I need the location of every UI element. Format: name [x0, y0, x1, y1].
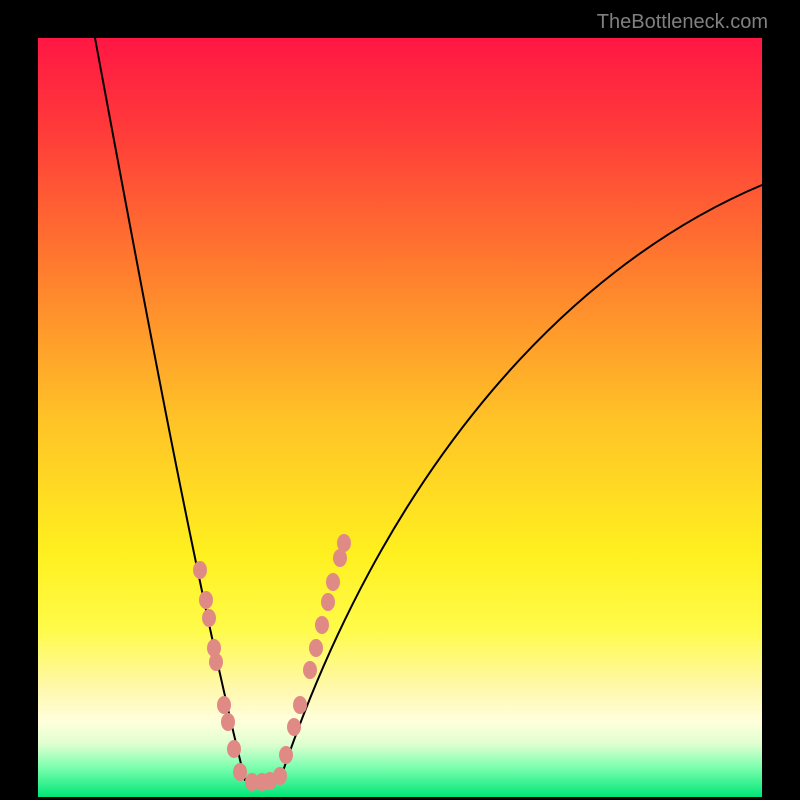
data-marker: [233, 763, 247, 781]
gradient-background: [38, 38, 762, 797]
data-marker: [293, 696, 307, 714]
data-marker: [199, 591, 213, 609]
data-marker: [303, 661, 317, 679]
data-marker: [273, 767, 287, 785]
data-marker: [227, 740, 241, 758]
data-marker: [221, 713, 235, 731]
data-marker: [321, 593, 335, 611]
data-marker: [193, 561, 207, 579]
data-marker: [209, 653, 223, 671]
data-marker: [315, 616, 329, 634]
data-marker: [202, 609, 216, 627]
data-marker: [279, 746, 293, 764]
data-marker: [287, 718, 301, 736]
chart-svg: TheBottleneck.com: [0, 0, 800, 800]
data-marker: [326, 573, 340, 591]
data-marker: [337, 534, 351, 552]
data-marker: [309, 639, 323, 657]
data-marker: [217, 696, 231, 714]
watermark-text: TheBottleneck.com: [597, 11, 768, 33]
